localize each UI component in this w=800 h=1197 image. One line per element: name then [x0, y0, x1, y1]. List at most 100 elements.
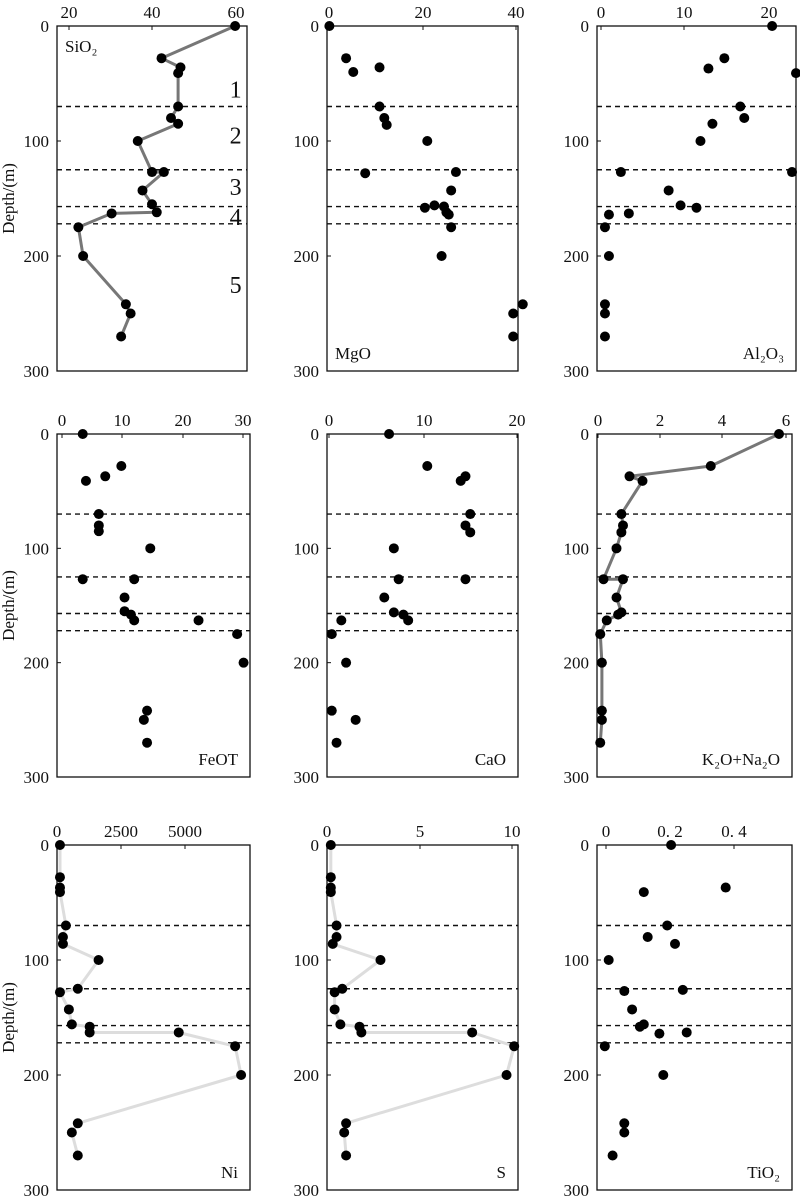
y-tick-label: 300: [24, 362, 50, 381]
x-tick-label: 0. 4: [721, 822, 747, 841]
data-point: [465, 527, 476, 538]
data-point: [388, 543, 399, 554]
data-point: [598, 574, 609, 585]
data-point: [619, 1127, 630, 1138]
data-point: [324, 21, 335, 31]
data-point: [232, 629, 243, 640]
data-point: [422, 136, 433, 146]
x-tick-label: 40: [144, 3, 161, 22]
y-tick-label: 100: [294, 951, 320, 970]
data-point: [670, 938, 680, 949]
zone-label: 5: [230, 273, 242, 299]
data-point: [662, 920, 673, 931]
series-line: [58, 845, 243, 1156]
plot-frame: [56, 25, 248, 372]
data-point: [596, 705, 607, 716]
panel-label: FeOT: [198, 750, 238, 769]
y-tick-label: 300: [24, 1181, 50, 1197]
panel-label: Al₂O₃: [743, 344, 784, 363]
x-tick-label: 10: [416, 411, 433, 430]
data-point: [739, 113, 750, 123]
data-point: [388, 607, 399, 618]
data-point: [142, 705, 153, 716]
data-point: [236, 1070, 247, 1080]
x-tick-label: 5: [416, 822, 425, 841]
y-tick-label: 300: [294, 362, 320, 381]
data-point: [326, 705, 337, 716]
data-point: [735, 101, 746, 112]
data-point: [663, 185, 674, 196]
x-tick-label: 0: [602, 822, 611, 841]
data-point: [638, 887, 649, 898]
data-point: [93, 509, 104, 520]
panel-label: SiO₂: [65, 37, 97, 56]
panel-label: S: [497, 1163, 506, 1182]
y-tick-label: 0: [41, 17, 50, 36]
data-point: [465, 509, 476, 520]
data-point: [119, 592, 130, 603]
y-tick-label: 300: [294, 1181, 320, 1197]
y-tick-label: 200: [24, 1066, 50, 1085]
data-point: [719, 53, 730, 64]
x-tick-label: 0: [323, 822, 332, 841]
data-point: [419, 202, 430, 213]
chart-panel: 0 2 4 6 0 100 200 300 K₂O+Na₂O: [564, 411, 793, 787]
zone-label: 4: [230, 205, 242, 231]
data-point: [455, 475, 466, 486]
data-point: [326, 629, 337, 640]
data-point: [627, 1004, 638, 1015]
data-point: [603, 955, 614, 965]
data-point: [350, 714, 361, 725]
data-point: [173, 68, 184, 79]
data-point: [120, 299, 131, 310]
x-tick-label: 10: [676, 3, 693, 22]
data-point: [618, 574, 628, 585]
data-point: [623, 208, 634, 219]
y-tick-label: 0: [581, 17, 590, 36]
data-point: [156, 53, 167, 64]
y-tick-label: 300: [564, 768, 590, 787]
data-point: [230, 21, 241, 31]
x-tick-label: 0: [53, 822, 62, 841]
y-tick-label: 0: [311, 17, 320, 36]
data-point: [611, 543, 622, 554]
data-point: [599, 222, 610, 233]
data-point: [129, 615, 140, 626]
data-point: [601, 615, 612, 626]
data-point: [637, 475, 648, 486]
data-point: [681, 1027, 692, 1038]
data-point: [619, 1118, 630, 1129]
y-tick-label: 0: [41, 425, 50, 444]
x-tick-label: 20: [61, 3, 78, 22]
y-tick-label: 0: [41, 836, 50, 855]
data-point: [147, 199, 157, 210]
plot-frame: [596, 25, 797, 372]
data-point: [375, 955, 386, 965]
data-point: [374, 101, 385, 112]
data-point: [331, 737, 342, 748]
data-point: [384, 429, 395, 439]
data-point: [158, 167, 169, 178]
data-point: [613, 609, 624, 620]
data-point: [381, 119, 392, 130]
data-point: [654, 1028, 665, 1039]
data-point: [446, 222, 457, 233]
data-point: [327, 938, 338, 949]
x-tick-label: 0: [594, 411, 603, 430]
x-tick-label: 20: [175, 411, 192, 430]
x-tick-label: 0: [325, 3, 334, 22]
data-point: [508, 331, 519, 342]
data-point: [173, 101, 184, 112]
data-point: [599, 299, 610, 310]
data-point: [93, 955, 104, 965]
x-tick-label: 0. 2: [657, 822, 683, 841]
data-point: [467, 1027, 478, 1038]
chart-panel: 0 2500 5000 0 100 200 300 Depth/(m) Ni: [0, 822, 251, 1197]
y-tick-label: 300: [564, 1181, 590, 1197]
data-point: [599, 308, 610, 319]
data-point: [54, 887, 65, 898]
y-axis-label: Depth/(m): [0, 163, 18, 234]
data-point: [611, 592, 622, 603]
data-point: [360, 168, 371, 179]
